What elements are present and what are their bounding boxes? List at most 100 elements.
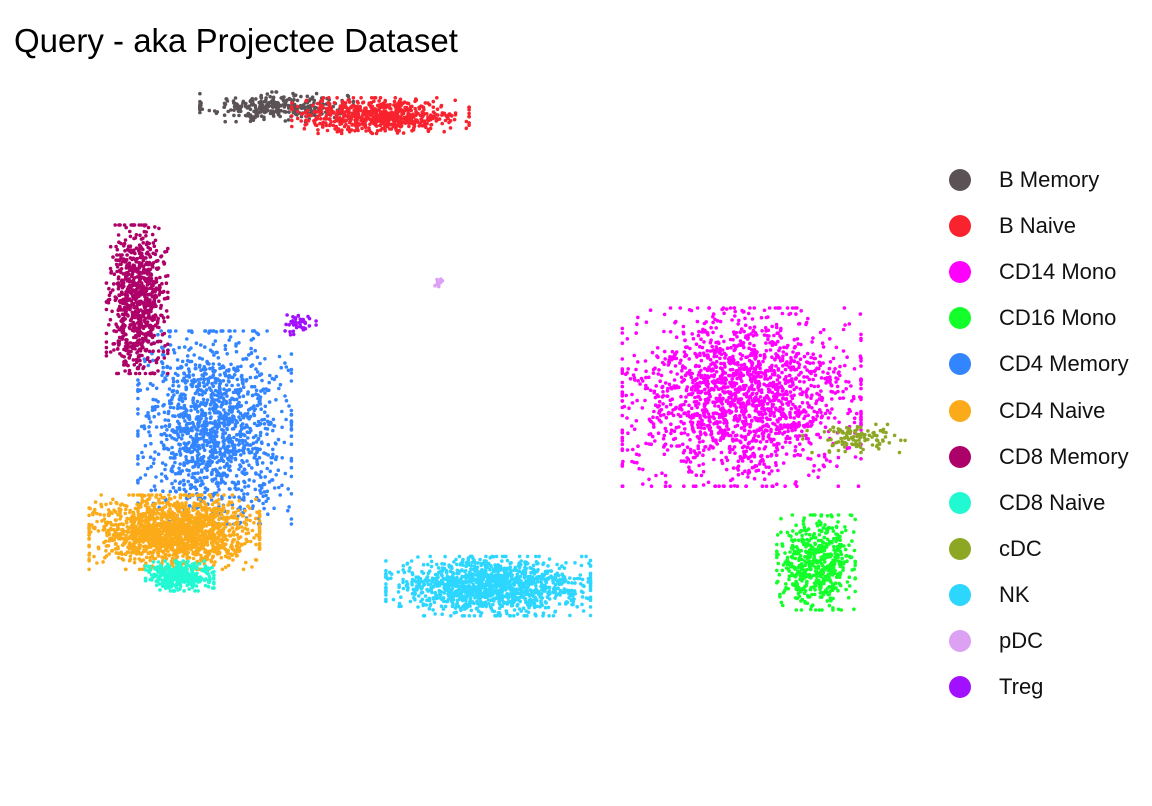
- data-point: [148, 455, 153, 460]
- data-point: [176, 432, 180, 436]
- data-point: [778, 328, 783, 333]
- data-point: [620, 442, 625, 447]
- data-point: [753, 349, 757, 354]
- data-point: [847, 322, 852, 326]
- data-point: [837, 535, 841, 540]
- data-point: [694, 363, 698, 368]
- data-point: [805, 528, 809, 533]
- data-point: [643, 386, 648, 391]
- data-point: [620, 439, 625, 443]
- data-point: [354, 128, 359, 132]
- data-point: [681, 330, 686, 335]
- data-point: [721, 396, 725, 401]
- data-point: [734, 395, 738, 399]
- data-point: [710, 344, 714, 349]
- data-point: [741, 373, 746, 378]
- data-point: [843, 363, 847, 368]
- data-point: [774, 322, 779, 327]
- data-point: [828, 375, 832, 379]
- data-point: [793, 448, 797, 453]
- data-point: [318, 117, 323, 121]
- data-point: [774, 463, 778, 468]
- data-point: [136, 434, 140, 438]
- data-point: [655, 346, 660, 350]
- data-point: [187, 440, 191, 445]
- data-point: [635, 398, 639, 403]
- data-point: [173, 371, 178, 376]
- data-point: [202, 448, 207, 453]
- data-point: [202, 377, 207, 382]
- data-point: [738, 339, 743, 343]
- data-point: [257, 455, 262, 460]
- data-point: [361, 100, 366, 104]
- data-point: [347, 130, 352, 134]
- data-point: [632, 427, 637, 432]
- data-point: [667, 358, 671, 362]
- data-point: [136, 481, 140, 485]
- data-point: [197, 392, 201, 397]
- data-point: [681, 364, 685, 368]
- data-point: [673, 321, 677, 325]
- data-point: [804, 550, 809, 555]
- data-point: [136, 407, 140, 411]
- data-point: [734, 416, 739, 421]
- data-point: [139, 424, 144, 429]
- data-point: [223, 451, 227, 455]
- data-point: [758, 353, 763, 358]
- data-point: [793, 306, 798, 310]
- data-point: [286, 368, 291, 373]
- data-point: [675, 385, 680, 390]
- data-point: [721, 484, 726, 488]
- data-point: [683, 373, 688, 378]
- data-point: [779, 530, 783, 535]
- data-point: [196, 420, 201, 424]
- data-point: [644, 320, 649, 325]
- data-point: [224, 383, 229, 387]
- data-point: [259, 491, 263, 495]
- data-point: [216, 356, 221, 360]
- data-point: [687, 403, 691, 408]
- data-point: [676, 412, 681, 417]
- data-point: [232, 104, 237, 109]
- data-point: [755, 371, 759, 375]
- data-point: [739, 456, 744, 461]
- data-point: [791, 545, 796, 549]
- data-point: [186, 416, 190, 420]
- data-point: [184, 363, 189, 367]
- data-point: [696, 333, 701, 338]
- data-point: [849, 384, 853, 388]
- data-point: [662, 452, 667, 457]
- data-point: [198, 91, 202, 96]
- data-point: [859, 332, 863, 337]
- data-point: [440, 121, 445, 126]
- data-point: [154, 386, 159, 391]
- data-point: [270, 376, 275, 381]
- data-point: [805, 581, 809, 585]
- data-point: [672, 378, 677, 382]
- data-point: [817, 468, 821, 472]
- data-point: [269, 461, 274, 465]
- data-point: [289, 522, 294, 526]
- data-point: [321, 123, 325, 128]
- data-point: [188, 483, 192, 487]
- data-point: [397, 128, 402, 133]
- data-point: [335, 129, 340, 134]
- data-point: [258, 433, 263, 438]
- data-point: [764, 416, 769, 420]
- data-point: [183, 381, 188, 385]
- data-point: [225, 352, 229, 356]
- data-point: [827, 540, 832, 544]
- data-point: [352, 123, 357, 127]
- data-point: [722, 311, 726, 316]
- data-point: [320, 99, 325, 103]
- data-point: [859, 359, 863, 363]
- data-point: [777, 375, 782, 379]
- data-point: [397, 100, 401, 105]
- data-point: [774, 453, 779, 458]
- data-point: [806, 316, 810, 321]
- data-point: [160, 353, 165, 357]
- data-point: [161, 489, 165, 494]
- data-point: [756, 434, 761, 439]
- data-point: [690, 332, 694, 336]
- data-point: [704, 399, 708, 404]
